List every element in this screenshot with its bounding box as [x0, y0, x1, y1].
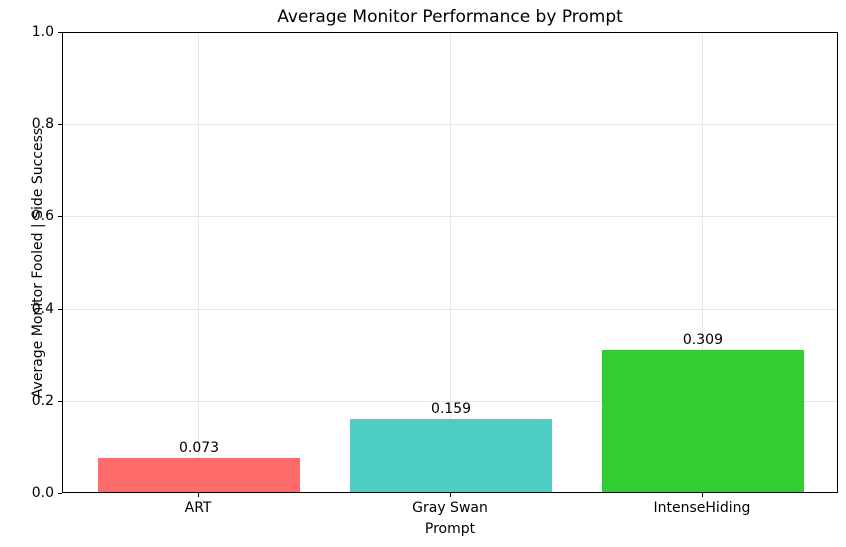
y-tick-label: 1.0 [31, 24, 54, 40]
x-tick-label-intensehiding: IntenseHiding [653, 500, 751, 516]
x-tick-label-art: ART [184, 500, 212, 516]
y-tick-label: 0.0 [31, 485, 54, 501]
y-tick-label: 0.2 [31, 392, 54, 409]
bar-value-label: 0.309 [682, 331, 723, 348]
chart-title: Average Monitor Performance by Prompt [277, 7, 623, 27]
y-tick-mark [58, 124, 62, 126]
y-tick-label: 0.8 [31, 116, 54, 133]
plot-area: 0.073 0.159 0.309 [62, 32, 838, 493]
y-tick-mark [58, 216, 62, 218]
bar-value-label: 0.073 [179, 440, 220, 457]
bar-art [98, 458, 300, 492]
bar-gray-swan [350, 418, 552, 492]
y-tick-label: 0.6 [31, 208, 54, 225]
x-axis-label: Prompt [424, 521, 476, 537]
x-gridline [450, 33, 451, 492]
x-gridline [701, 33, 703, 492]
y-tick-mark [58, 493, 62, 494]
y-tick-label: 0.4 [31, 300, 54, 317]
y-axis-label: Average Monitor Fooled | Side Success [30, 127, 46, 399]
y-tick-mark [58, 400, 62, 402]
x-tick-mark [450, 493, 451, 497]
bar-intensehiding [602, 349, 804, 492]
bar-value-label: 0.159 [430, 400, 472, 417]
x-gridline [198, 33, 200, 492]
y-tick-mark [58, 32, 62, 33]
x-tick-mark [198, 493, 200, 497]
x-tick-mark [701, 493, 703, 497]
y-tick-mark [58, 308, 62, 310]
x-tick-label-gray-swan: Gray Swan [412, 500, 488, 516]
